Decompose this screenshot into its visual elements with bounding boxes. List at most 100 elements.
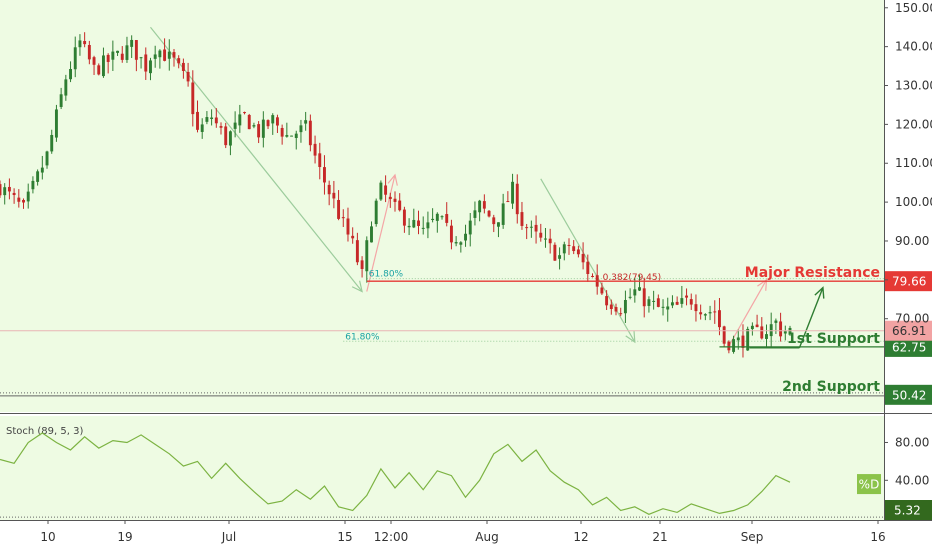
- stoch-value-tag-text: 5.32: [894, 504, 921, 518]
- candle-body: [765, 334, 768, 339]
- candle-body: [605, 296, 609, 306]
- x-tick-label: 19: [117, 530, 132, 544]
- candle-body: [482, 201, 486, 209]
- candle-body: [294, 133, 298, 138]
- y-tick-label: 70.00: [895, 312, 929, 326]
- trend-arrow-head: [625, 331, 636, 344]
- candle-body: [614, 307, 618, 312]
- candle-body: [567, 244, 571, 246]
- x-tick-label: 12:00: [374, 530, 409, 544]
- candle-body: [59, 94, 63, 107]
- candle-body: [647, 299, 651, 306]
- y-tick-label: 140.00: [895, 40, 932, 54]
- y-tick-label: 110.00: [895, 156, 932, 170]
- candle-body: [186, 71, 190, 82]
- x-tick-label: 21: [652, 530, 667, 544]
- candle-body: [628, 296, 632, 298]
- candle-body: [210, 117, 214, 119]
- candle-body: [275, 117, 279, 126]
- candle-body: [600, 287, 604, 294]
- y-tick-label: 130.00: [895, 79, 932, 93]
- candle-body: [26, 191, 30, 202]
- candle-body: [106, 54, 110, 62]
- candle-body: [586, 261, 590, 274]
- trend-arrow-head: [351, 280, 363, 293]
- candle-body: [45, 151, 49, 166]
- candle-body: [548, 238, 552, 244]
- level-label: 2nd Support: [782, 379, 880, 395]
- candle-body: [134, 40, 138, 60]
- y-tick-label: 100.00: [895, 195, 932, 209]
- candle-body: [501, 203, 505, 225]
- candle-body: [318, 153, 322, 168]
- candle-body: [40, 167, 44, 173]
- current-price-tag: [885, 320, 932, 341]
- candle-body: [454, 242, 458, 244]
- level-price-tag: [885, 271, 932, 292]
- candle-body: [224, 126, 228, 146]
- candle-body: [247, 114, 251, 130]
- candle-body: [116, 50, 120, 53]
- candle-body: [101, 55, 105, 77]
- candle-body: [69, 69, 72, 80]
- candle-body: [341, 217, 345, 219]
- stoch-y-tick-label: 40.00: [895, 473, 929, 487]
- candle-body: [421, 227, 425, 229]
- candle-body: [736, 337, 740, 341]
- candle-body: [379, 182, 383, 200]
- y-tick-label: 150.00: [895, 1, 932, 15]
- candle-body: [426, 222, 430, 229]
- candle-body: [3, 187, 7, 196]
- candle-body: [365, 240, 369, 272]
- x-tick-label: 16: [870, 530, 885, 544]
- candle-body: [675, 301, 679, 305]
- candle-body: [12, 192, 16, 196]
- candle-body: [520, 212, 524, 226]
- candle-body: [346, 218, 350, 235]
- candle-body: [111, 51, 115, 60]
- candle-body: [741, 335, 745, 348]
- y-tick-label: 90.00: [895, 234, 929, 248]
- candle-body: [327, 184, 331, 195]
- trend-arrow: [728, 279, 768, 347]
- candle-body: [718, 310, 721, 328]
- candle-body: [459, 242, 463, 245]
- candle-body: [290, 135, 294, 137]
- level-price-tag-text: 50.42: [892, 388, 926, 402]
- main-pane-background: [0, 0, 884, 412]
- candle-body: [285, 135, 289, 137]
- stoch-legend-tag: [857, 474, 881, 495]
- candle-body: [31, 180, 35, 190]
- level-label: 1st Support: [787, 331, 880, 347]
- candle-body: [666, 306, 670, 310]
- candle-body: [449, 225, 453, 243]
- candle-body: [779, 321, 783, 337]
- candle-body: [243, 112, 246, 114]
- candle-body: [351, 235, 355, 239]
- candle-body: [633, 289, 637, 296]
- candle-body: [388, 196, 392, 200]
- candle-body: [478, 200, 482, 213]
- stoch-line: [0, 432, 791, 515]
- candle-body: [200, 124, 204, 132]
- trend-arrow-head: [757, 278, 768, 291]
- candle-body: [153, 54, 157, 59]
- candle-body: [355, 240, 359, 263]
- level-price-tag-text: 62.75: [892, 340, 926, 354]
- candle-body: [64, 79, 68, 96]
- candle-body: [92, 57, 96, 65]
- stoch-legend-text: %D: [859, 478, 880, 492]
- candle-body: [511, 181, 515, 204]
- candle-body: [685, 295, 689, 298]
- candle-body: [572, 246, 576, 252]
- trend-arrow: [798, 287, 824, 349]
- candle-body: [623, 299, 627, 314]
- y-tick-label: 120.00: [895, 117, 932, 131]
- candle-body: [553, 244, 557, 261]
- candle-body: [144, 54, 148, 72]
- candle-body: [534, 224, 538, 232]
- candle-body: [384, 185, 388, 195]
- candle-body: [308, 120, 312, 146]
- level-price-tag: [885, 384, 932, 405]
- candle-body: [661, 306, 665, 308]
